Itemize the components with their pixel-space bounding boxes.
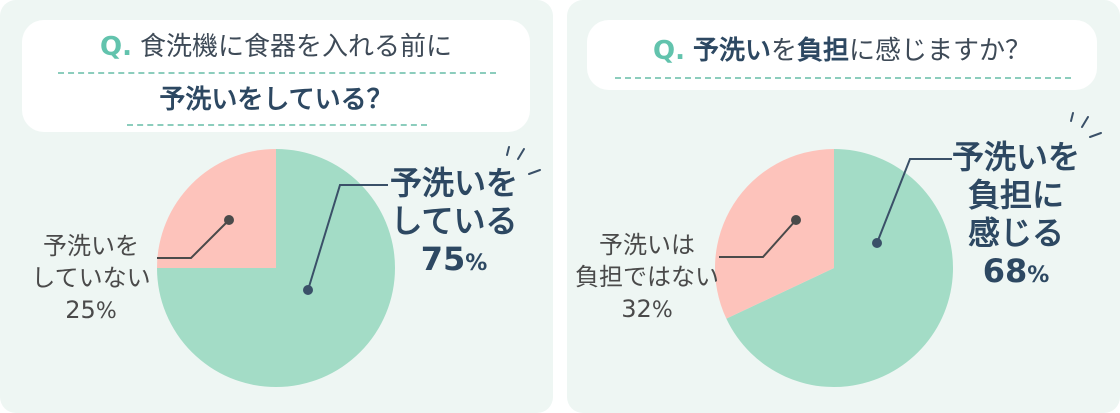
leader-dot bbox=[872, 238, 882, 248]
label-major-line3: 感じる bbox=[967, 214, 1064, 252]
label-major-line1: 予洗いを bbox=[951, 138, 1080, 176]
leader-line bbox=[157, 219, 230, 259]
pct-unit: % bbox=[1027, 263, 1050, 288]
question-normal-2: に感じますか？ bbox=[849, 36, 1032, 66]
question-line-2: 予洗いをしている？ bbox=[22, 83, 530, 117]
left-pie-chart bbox=[157, 146, 541, 387]
pie-slice-minor bbox=[715, 149, 834, 319]
question-prefix: Q. bbox=[652, 36, 685, 66]
leader-dot bbox=[303, 285, 313, 295]
leader-line bbox=[876, 158, 952, 244]
question-normal-1: を bbox=[770, 36, 797, 66]
label-major-line2: 負担に bbox=[967, 176, 1064, 214]
dashed-underline bbox=[615, 77, 1071, 79]
label-major: 予洗いを 負担に 感じる 68% bbox=[951, 138, 1081, 295]
question-card: Q. 予洗いを負担に感じますか？ bbox=[587, 20, 1097, 90]
emphasis-ticks bbox=[506, 146, 541, 175]
pct-unit: % bbox=[651, 298, 673, 323]
question-line-1: Q. 予洗いを負担に感じますか？ bbox=[587, 34, 1097, 68]
label-minor-pct: 32% bbox=[567, 293, 727, 327]
label-minor-line1: 予洗いは bbox=[599, 231, 695, 259]
label-minor: 予洗いを していない 25% bbox=[16, 230, 166, 328]
label-major-pct: 75% bbox=[384, 240, 524, 283]
label-major-pct: 68% bbox=[951, 252, 1081, 295]
label-major-line1: 予洗いを bbox=[389, 164, 518, 202]
leader-line bbox=[719, 219, 797, 258]
label-minor-pct: 25% bbox=[16, 294, 166, 328]
pct-value: 32 bbox=[621, 295, 652, 323]
pct-value: 75 bbox=[420, 240, 466, 278]
leader-dot bbox=[224, 215, 234, 225]
label-major: 予洗いを している 75% bbox=[384, 164, 524, 283]
question-bold-1: 予洗い bbox=[692, 36, 771, 66]
label-major-line2: している bbox=[390, 202, 518, 240]
pct-value: 25 bbox=[65, 296, 96, 324]
dashed-underline bbox=[58, 72, 496, 74]
pie-slice-major bbox=[726, 149, 953, 387]
left-chart-panel: Q. 食洗機に食器を入れる前に 予洗いをしている？ 予洗いを している 75% 予… bbox=[0, 0, 553, 413]
question-text-2: 予洗いをしている？ bbox=[159, 85, 393, 115]
leader-line bbox=[307, 184, 388, 291]
question-line-1: Q. 食洗機に食器を入れる前に bbox=[22, 30, 530, 64]
right-chart-panel: Q. 予洗いを負担に感じますか？ 予洗いを 負担に 感じる 68% 予洗いは 負担… bbox=[567, 0, 1120, 413]
label-minor-line2: していない bbox=[31, 264, 151, 292]
question-prefix: Q. bbox=[100, 32, 132, 62]
pie-slice-minor bbox=[157, 149, 276, 268]
pct-unit: % bbox=[465, 251, 488, 276]
pct-value: 68 bbox=[982, 252, 1028, 290]
question-text-1: 食洗機に食器を入れる前に bbox=[139, 32, 452, 62]
emphasis-ticks bbox=[1070, 112, 1102, 138]
dashed-underline bbox=[127, 124, 427, 126]
pct-unit: % bbox=[95, 299, 117, 324]
right-pie-chart bbox=[715, 112, 1102, 387]
label-minor: 予洗いは 負担ではない 32% bbox=[567, 229, 727, 327]
label-minor-line2: 負担ではない bbox=[575, 263, 719, 291]
question-bold-2: 負担 bbox=[796, 36, 849, 66]
leader-dot bbox=[791, 215, 801, 225]
question-card: Q. 食洗機に食器を入れる前に 予洗いをしている？ bbox=[22, 20, 530, 132]
label-minor-line1: 予洗いを bbox=[43, 232, 139, 260]
